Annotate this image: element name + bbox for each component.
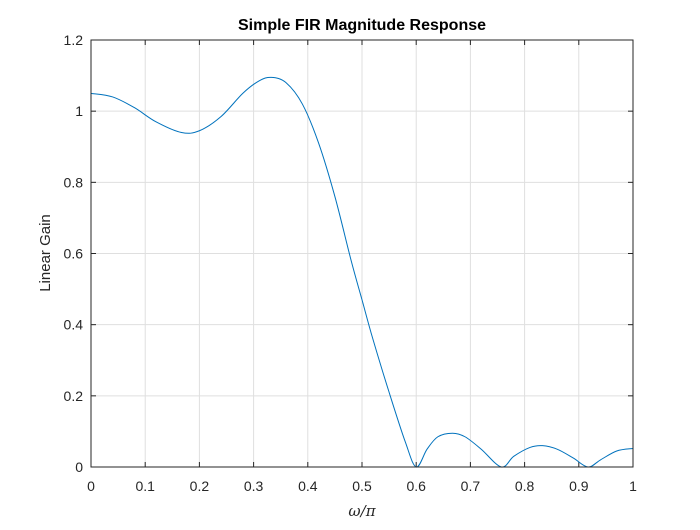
x-axis-label: ω/π [348,502,376,520]
plot-frame [90,39,634,468]
x-tick-label: 0.7 [461,478,481,494]
x-tick-label: 0.1 [135,478,155,494]
x-tick-label: 0.6 [406,478,426,494]
series-line-0 [90,76,634,468]
y-tick-label: 1.2 [64,32,84,48]
y-tick-labels: 0 0.2 0.4 0.6 0.8 1 1.2 [64,32,84,475]
y-axis-label: Linear Gain [37,214,54,292]
x-tick-label: 0.2 [190,478,210,494]
x-tick-label: 0.9 [569,478,589,494]
x-tick-label: 0.5 [352,478,372,494]
y-tick-label: 0.4 [64,317,84,333]
y-tick-label: 0 [75,459,83,475]
x-tick-label: 0.8 [515,478,535,494]
y-tick-label: 0.2 [64,388,84,404]
y-tick-label: 0.8 [64,174,84,190]
x-tick-label: 0.3 [244,478,264,494]
chart-title: Simple FIR Magnitude Response [238,17,486,34]
y-tick-label: 1 [75,103,83,119]
x-tick-labels: 0 0.1 0.2 0.3 0.4 0.5 0.6 0.7 0.8 0.9 1 [87,478,637,494]
x-tick-label: 1 [629,478,637,494]
series-layer [90,76,634,468]
x-tick-label: 0.4 [298,478,318,494]
y-tick-label: 0.6 [64,246,84,262]
x-tick-label: 0 [87,478,95,494]
